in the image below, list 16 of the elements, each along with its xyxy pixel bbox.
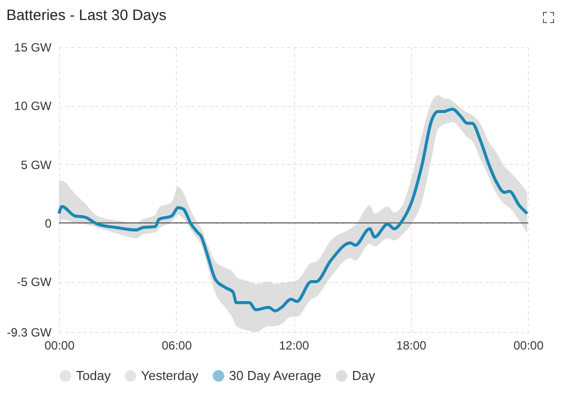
y-tick-label: 0 [44,216,52,230]
chart-title: Batteries - Last 30 Days [6,7,166,24]
x-tick-label: 06:00 [162,338,192,352]
legend-label: Day [352,368,376,383]
legend-label: Today [76,368,112,383]
x-tick-label: 18:00 [396,338,427,352]
y-tick-label: -9.3 GW [6,326,52,340]
legend-label: Yesterday [141,368,199,383]
y-tick-label: 5 GW [20,158,52,172]
y-tick-label: 10 GW [14,99,52,114]
x-tick-label: 00:00 [513,338,544,352]
x-tick-label: 12:00 [278,338,310,352]
x-tick-label: 00:00 [44,338,75,352]
y-tick-label: -5 GW [16,275,52,290]
y-tick-label: 15 GW [14,40,52,54]
legend-label: 30 Day Average [229,368,322,383]
